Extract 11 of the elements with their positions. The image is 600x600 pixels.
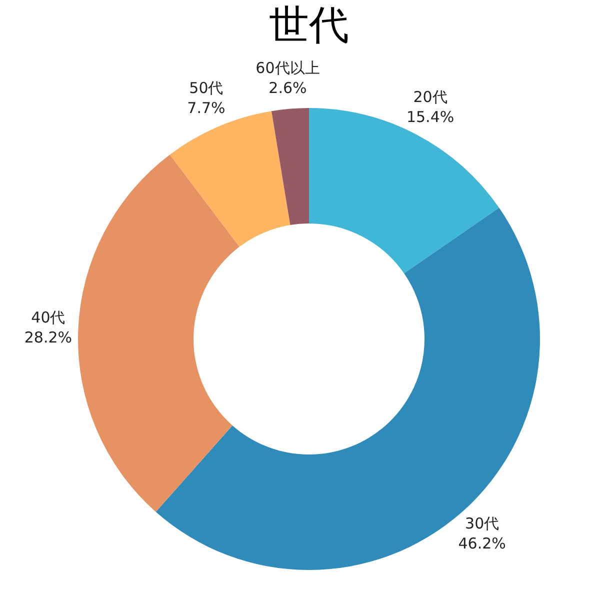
slice-label: 30代 [465,514,500,532]
data-label: 46.2% [458,534,506,552]
slice-label: 40代 [31,308,66,327]
slice-label: 60代以上 [256,58,320,77]
data-label: 2.6% [268,78,307,97]
data-label: 28.2% [24,328,72,347]
data-label: 7.7% [187,98,226,117]
slice-label: 20代 [413,88,448,106]
chart-title: 世代 [269,2,349,48]
slice-label: 50代 [189,78,224,97]
data-label: 15.4% [406,108,454,126]
